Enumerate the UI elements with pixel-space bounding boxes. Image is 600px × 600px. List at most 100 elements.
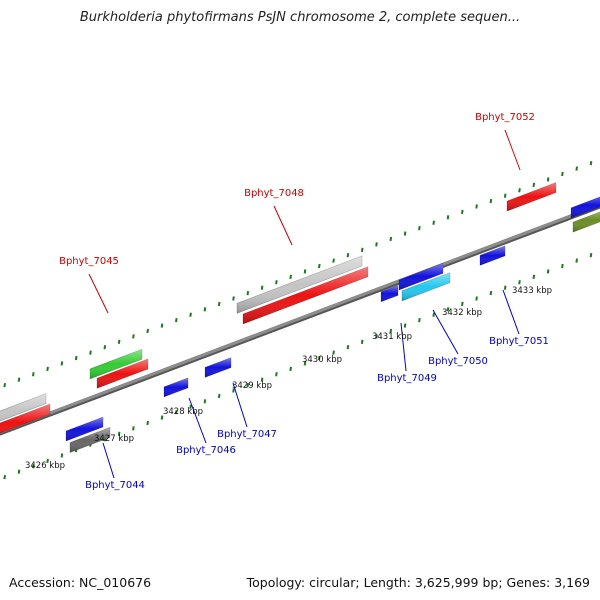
scale-label: 3427 kbp	[94, 434, 134, 444]
tick-mark	[575, 258, 578, 263]
gene-features[interactable]	[0, 182, 600, 453]
label-leader-line	[502, 289, 520, 335]
tick-mark	[489, 198, 493, 204]
tick-mark	[561, 171, 564, 177]
tick-mark	[375, 242, 378, 247]
scale-labels: 3426 kbp 3427 kbp 3428 kbp 3429 kbp 3430 kbp…	[25, 286, 552, 471]
gene-label[interactable]: Bphyt_7046	[176, 445, 236, 456]
tick-mark	[346, 345, 350, 350]
label-leader-line	[188, 397, 207, 444]
gene-feature-shading	[97, 358, 148, 389]
tick-mark	[32, 464, 35, 469]
tick-mark	[246, 382, 250, 388]
tick-mark	[260, 377, 264, 382]
gene-feature-shading	[399, 263, 443, 290]
tick-mark	[403, 231, 407, 236]
tick-mark	[546, 177, 550, 182]
label-leaders	[88, 129, 521, 479]
tick-mark	[189, 404, 192, 409]
tick-mark	[103, 345, 107, 350]
gene-label[interactable]: Bphyt_7044	[85, 480, 145, 491]
scale-label: 3432 kbp	[442, 308, 482, 318]
tick-mark	[418, 225, 421, 231]
tick-mark	[532, 274, 536, 279]
tick-mark	[3, 474, 6, 480]
tick-mark	[3, 382, 6, 388]
label-leader-line	[432, 309, 459, 355]
tick-mark	[60, 361, 64, 366]
tick-mark	[589, 253, 593, 258]
tick-mark	[146, 420, 149, 426]
gene-feature-shading	[402, 272, 450, 301]
tick-mark	[175, 410, 178, 415]
tick-mark	[160, 415, 164, 420]
tick-mark	[46, 458, 49, 464]
tick-mark	[217, 301, 221, 307]
tick-mark	[275, 280, 278, 285]
tick-mark	[403, 323, 407, 328]
tick-mark	[546, 269, 550, 274]
tick-mark	[117, 431, 121, 436]
label-leader-line	[273, 205, 293, 246]
tick-mark	[532, 182, 536, 187]
tick-mark	[489, 290, 493, 296]
tick-mark	[275, 372, 278, 377]
gene-feature-shading	[0, 393, 46, 422]
tick-mark	[146, 328, 149, 334]
tick-mark	[503, 285, 507, 290]
tick-mark	[203, 307, 207, 312]
gene-label[interactable]: Bphyt_7048	[244, 188, 304, 199]
tick-mark	[389, 328, 393, 334]
tick-mark	[475, 204, 478, 209]
gene-label[interactable]: Bphyt_7051	[489, 336, 549, 347]
label-leader-line	[232, 382, 248, 428]
topology-text: Topology: circular; Length: 3,625,999 bp…	[246, 575, 590, 590]
gene-feature-shading	[70, 427, 110, 453]
gene-feature-shading	[164, 377, 188, 397]
tick-mark	[74, 355, 78, 361]
tick-mark	[232, 388, 235, 393]
gene-label[interactable]: Bphyt_7052	[475, 112, 535, 123]
tick-mark	[289, 366, 292, 372]
gene-label[interactable]: Bphyt_7047	[217, 429, 277, 440]
tick-mark	[432, 220, 435, 225]
map-title: Burkholderia phytofirmans PsJN chromosom…	[79, 10, 521, 25]
chromosome-backbone	[0, 203, 600, 436]
tick-mark	[360, 339, 364, 344]
tick-mark	[389, 236, 393, 242]
tick-mark	[461, 209, 464, 215]
gene-feature-shading	[573, 211, 600, 233]
tick-mark	[432, 312, 435, 317]
label-leader-line	[400, 322, 407, 372]
gene-feature-shading	[0, 404, 50, 434]
gene-labels: Bphyt_7044 Bphyt_7045 Bphyt_7046 Bphyt_7047…	[59, 112, 549, 491]
tick-mark	[232, 296, 235, 301]
tick-mark	[518, 188, 521, 193]
gene-feature-shading	[237, 255, 362, 314]
tick-mark	[132, 426, 135, 431]
tick-mark	[289, 274, 292, 280]
tick-mark	[375, 334, 378, 339]
tick-mark	[132, 334, 135, 339]
gene-feature-shading	[571, 196, 600, 218]
gene-label[interactable]: Bphyt_7049	[377, 373, 437, 384]
tick-mark	[160, 323, 164, 328]
tick-mark	[475, 296, 478, 301]
label-leader-line	[88, 273, 109, 314]
accession-text: Accession: NC_010676	[9, 575, 152, 590]
scale-label: 3433 kbp	[512, 286, 552, 296]
gene-label[interactable]: Bphyt_7050	[428, 356, 488, 367]
tick-mark	[346, 253, 350, 258]
tick-mark	[17, 469, 21, 474]
scale-ticks	[3, 161, 593, 480]
label-leader-line	[102, 442, 115, 479]
tick-mark	[203, 399, 207, 404]
gene-label[interactable]: Bphyt_7045	[59, 256, 119, 267]
tick-mark	[446, 215, 450, 220]
gene-feature-shading	[66, 417, 103, 442]
tick-mark	[89, 350, 92, 355]
gene-feature-shading	[507, 182, 556, 212]
tick-mark	[17, 377, 21, 382]
tick-mark	[303, 361, 307, 366]
